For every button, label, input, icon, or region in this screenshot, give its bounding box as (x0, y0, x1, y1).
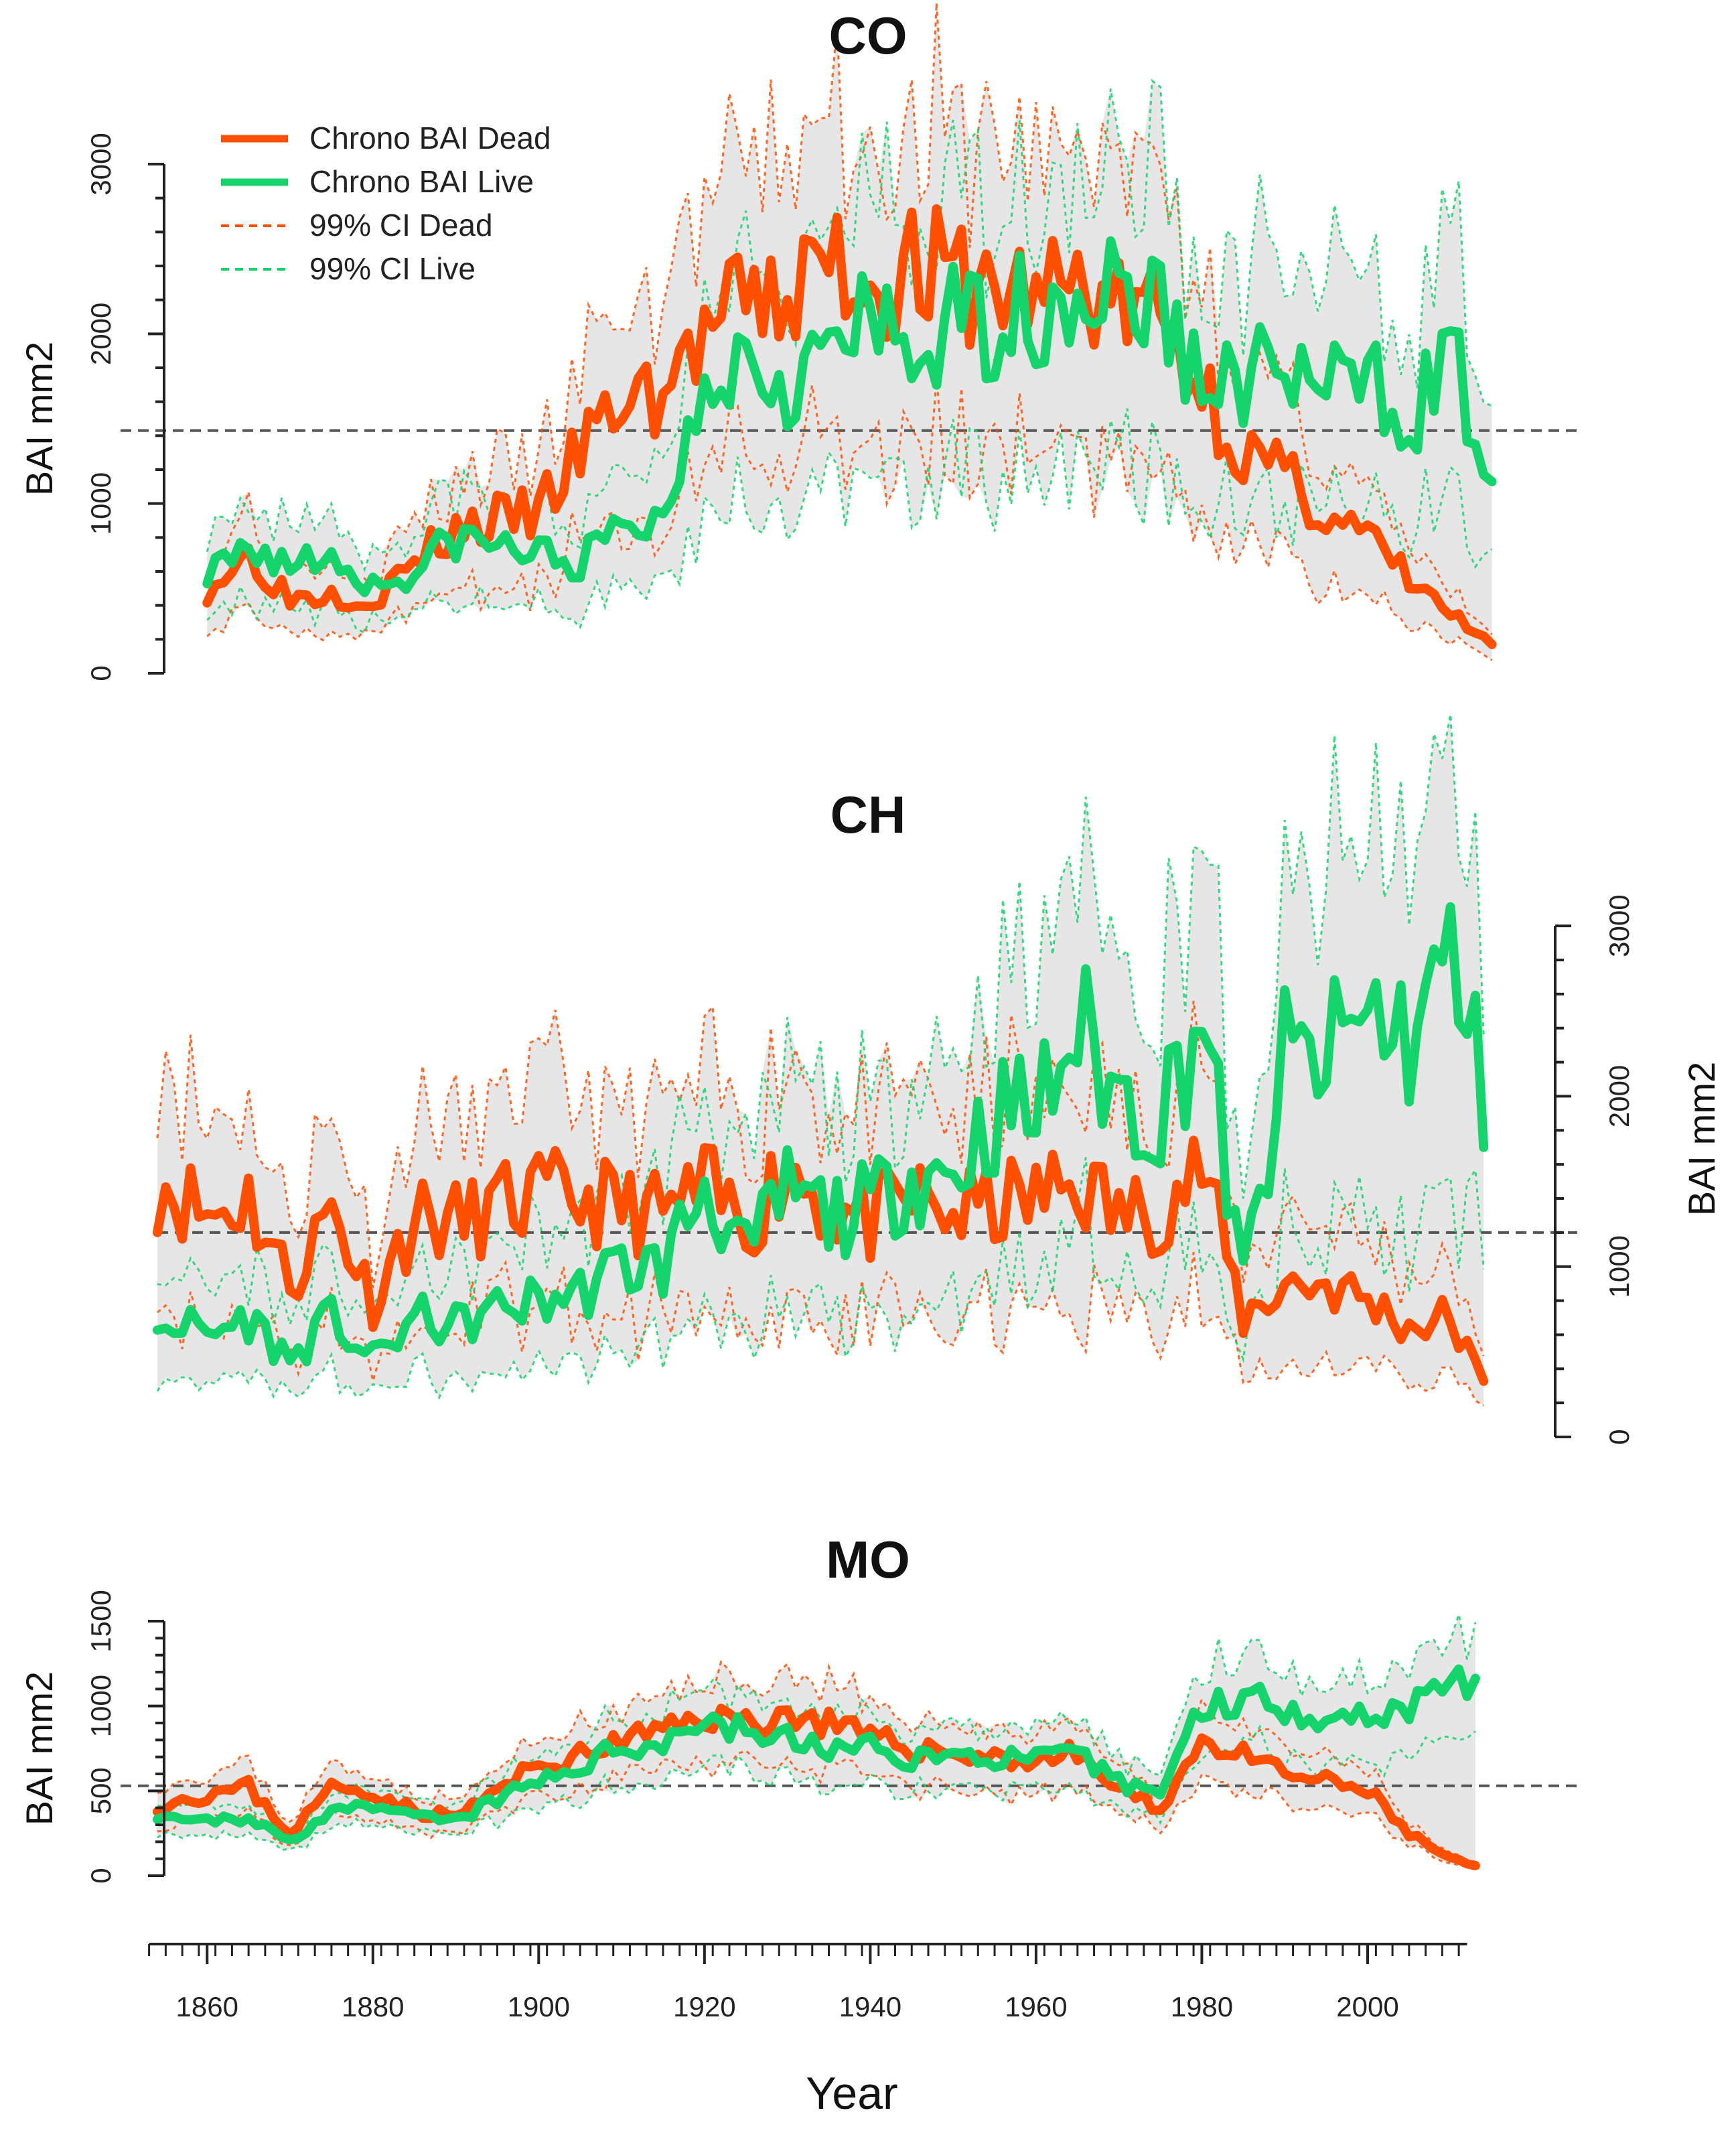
ci-live-lower (157, 1724, 1476, 1852)
y-tick-label: 500 (85, 1767, 117, 1814)
y-tick-label: 1000 (1603, 1235, 1635, 1298)
y-axis-ch: 0 1000 2000 3000 (1554, 894, 1635, 1445)
x-tick-label: 1980 (1171, 1991, 1233, 2022)
y-axis-co: 0 1000 2000 3000 (85, 133, 165, 681)
y-tick-label: 1000 (85, 472, 117, 535)
series-dead (153, 1135, 1489, 1386)
x-tick-label: 1920 (673, 1991, 735, 2022)
x-tick-label: 1960 (1005, 1991, 1067, 2022)
panel-title-ch: CH (830, 785, 906, 844)
y-tick-label: 0 (85, 1868, 117, 1883)
x-tick-label: 1860 (176, 1991, 238, 2022)
legend: Chrono BAI Dead Chrono BAI Live 99% CI D… (221, 121, 551, 286)
series-live (202, 236, 1497, 598)
y-axis-label: BAI mm2 (18, 1671, 60, 1825)
x-tick-label: 2000 (1336, 1991, 1398, 2022)
legend-live-line-label: Chrono BAI Live (309, 164, 534, 199)
y-tick-label: 1500 (85, 1590, 117, 1652)
legend-dead-line-label: Chrono BAI Dead (309, 121, 551, 155)
panel-ch: CH 0 1000 2000 3000 BAI mm2 (153, 714, 1723, 1445)
ci-live-upper (157, 714, 1485, 1328)
ci-dead-lower (157, 1252, 1484, 1407)
y-tick-label: 0 (85, 665, 117, 681)
ci-dead-lower (157, 1750, 1476, 1870)
ci-live-upper (206, 78, 1493, 573)
y-axis-label: BAI mm2 (1680, 1062, 1723, 1216)
ci-dead-upper (157, 1659, 1476, 1864)
panel-title-co: CO (829, 6, 908, 65)
x-axis: 1860 1880 1900 1920 1940 1960 1980 2000 (148, 1943, 1467, 2022)
x-tick-label: 1880 (342, 1991, 404, 2022)
series-dead (153, 1704, 1480, 1870)
legend-dead-ci-label: 99% CI Dead (309, 208, 493, 243)
y-tick-label: 0 (1603, 1429, 1635, 1444)
y-tick-label: 3000 (1603, 894, 1635, 957)
y-tick-label: 3000 (85, 133, 117, 195)
y-axis-mo: 0 500 1000 1500 (85, 1590, 165, 1884)
y-tick-label: 1000 (85, 1675, 117, 1737)
ci-dead-upper (156, 1000, 1485, 1357)
y-tick-label: 2000 (1603, 1065, 1635, 1127)
panel-title-mo: MO (826, 1530, 910, 1589)
panel-mo: MO 0 500 1000 1500 BAI mm2 (18, 1530, 1577, 1884)
x-tick-label: 1900 (508, 1991, 570, 2022)
series-live (153, 902, 1489, 1367)
y-axis-label: BAI mm2 (18, 342, 60, 496)
y-tick-label: 2000 (85, 303, 117, 365)
x-tick-label: 1940 (839, 1991, 901, 2022)
x-axis-label: Year (806, 2068, 897, 2119)
chart-panels: CO 0 1000 2000 3000 BAI mm2 CH 0 1000 2000 3000 BAI… (18, 3, 1723, 1884)
series-live (153, 1664, 1480, 1845)
panel-co: CO 0 1000 2000 3000 BAI mm2 (18, 3, 1577, 681)
ci-band (207, 3, 1492, 661)
ci-live-lower (206, 408, 1493, 634)
legend-live-ci-label: 99% CI Live (309, 251, 476, 286)
